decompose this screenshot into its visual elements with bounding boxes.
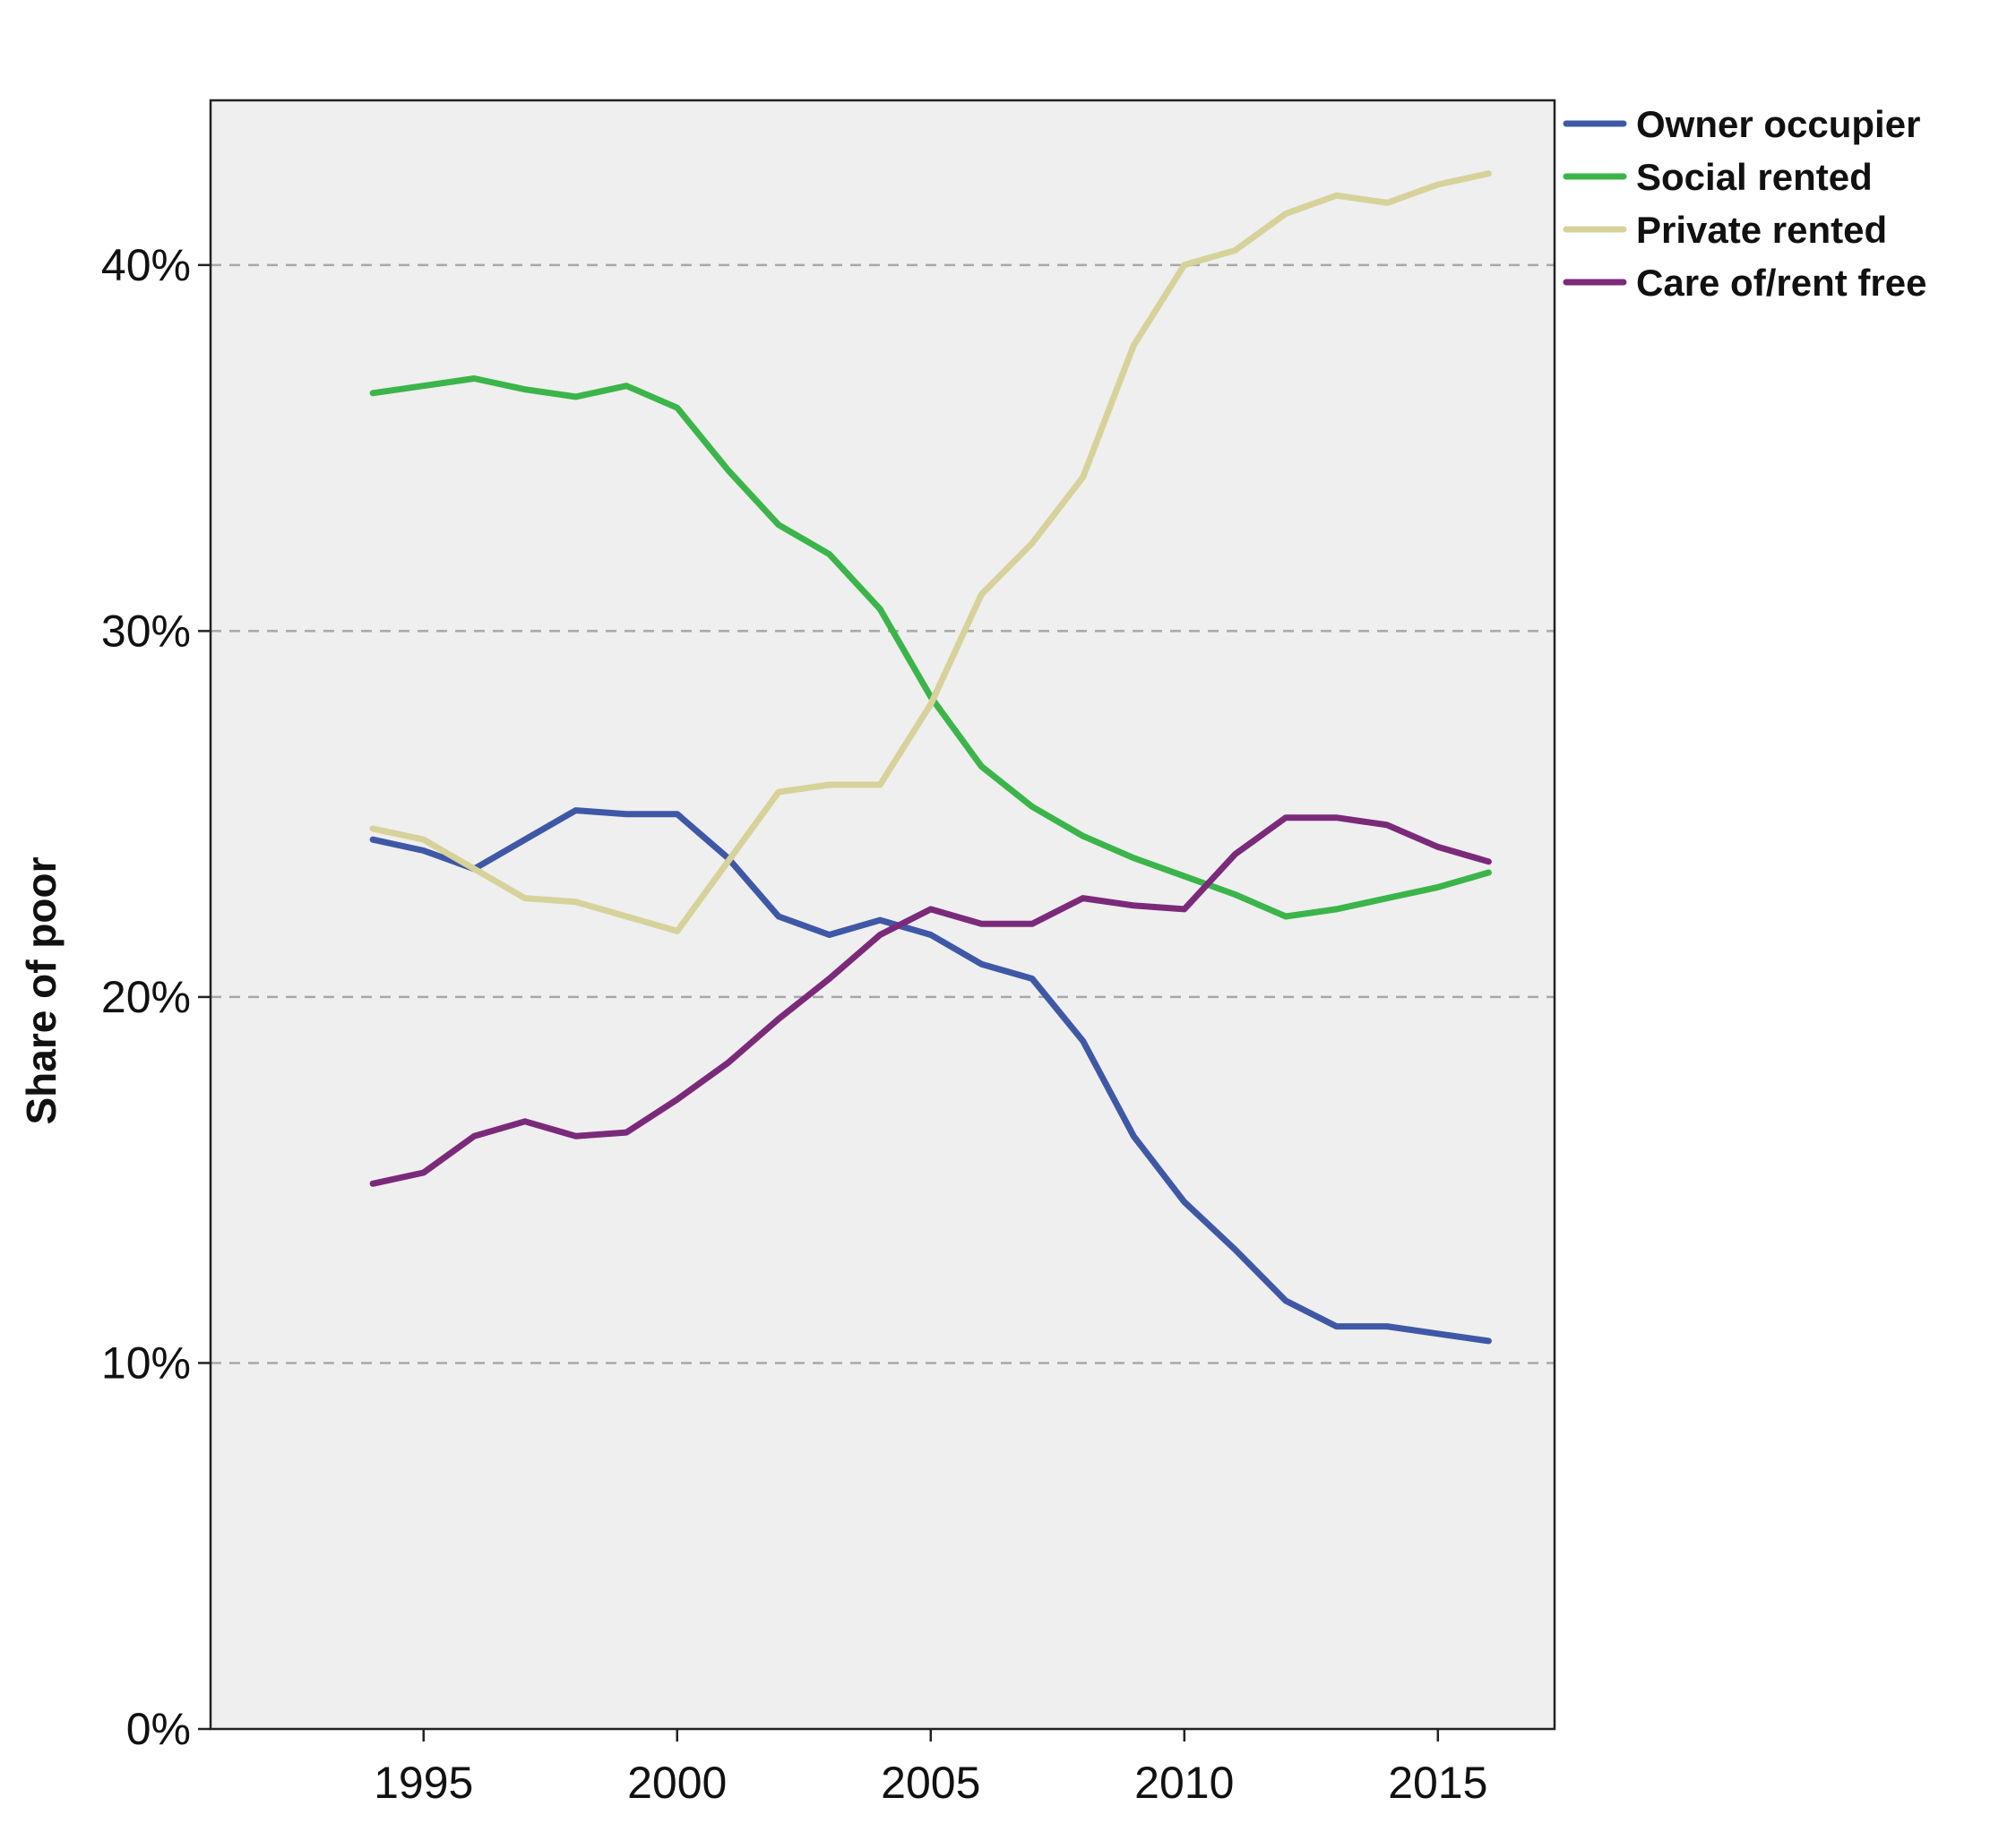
y-tick-label: 40% bbox=[101, 240, 191, 290]
legend-label: Social rented bbox=[1636, 156, 1873, 198]
x-tick-label: 1995 bbox=[374, 1758, 473, 1808]
legend-label: Care of/rent free bbox=[1636, 262, 1926, 304]
gridlines bbox=[211, 263, 1555, 1364]
series-line-private-rented bbox=[369, 170, 1492, 934]
x-tick-label: 2015 bbox=[1388, 1758, 1487, 1808]
x-tick-label: 2010 bbox=[1134, 1758, 1234, 1808]
x-tick-label: 2005 bbox=[881, 1758, 980, 1808]
legend-label: Owner occupier bbox=[1636, 103, 1920, 145]
y-tick-label: 0% bbox=[126, 1704, 191, 1754]
axes: 0% 10% 20% 30% 40% 1995 2000 2005 2010 2015 bbox=[101, 240, 1488, 1808]
y-tick-label: 20% bbox=[101, 972, 191, 1022]
legend: Owner occupier Social rented Private rente… bbox=[1563, 103, 1926, 304]
plot-area bbox=[211, 100, 1555, 1729]
y-tick-label: 10% bbox=[101, 1337, 191, 1388]
x-tick-label: 2000 bbox=[627, 1758, 727, 1808]
series-line-owner-occupier bbox=[369, 807, 1492, 1345]
plot-frame bbox=[209, 99, 1556, 1731]
y-axis-title: Share of poor bbox=[18, 856, 65, 1124]
series-line-care-of-rent-free bbox=[369, 814, 1492, 1187]
legend-label: Private rented bbox=[1636, 209, 1887, 251]
y-tick-label: 30% bbox=[101, 606, 191, 656]
series-lines bbox=[369, 170, 1492, 1345]
